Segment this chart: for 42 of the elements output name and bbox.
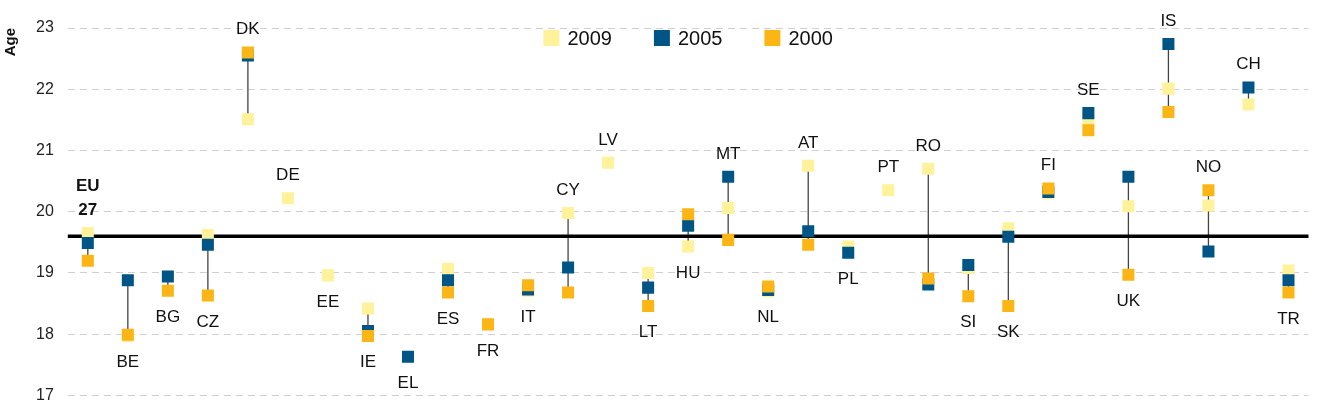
x-tick-label: IS — [1160, 10, 1177, 30]
x-tick-label: DE — [276, 165, 300, 185]
y-tick-label: 23 — [36, 18, 54, 36]
x-tick-label: TR — [1277, 308, 1300, 328]
x-tick-label: NL — [757, 307, 780, 327]
x-tick-label: CZ — [196, 311, 220, 331]
x-tick-label: FR — [476, 340, 500, 360]
x-tick-label: RO — [915, 135, 942, 155]
x-tick-label: NO — [1195, 157, 1222, 177]
x-tick-label: AT — [797, 132, 819, 152]
x-tick-label: ES — [436, 308, 460, 328]
y-tick-label: 19 — [36, 263, 54, 281]
legend-label: 2009 — [567, 26, 612, 49]
x-tick-label: PT — [877, 157, 900, 177]
x-tick-label: EE — [316, 291, 340, 311]
x-tick-label: IT — [520, 306, 536, 326]
y-tick-label: 17 — [36, 385, 54, 403]
x-tick-label: SI — [960, 312, 977, 332]
x-tick-label: BE — [116, 352, 140, 372]
x-tick-label: UK — [1116, 290, 1141, 310]
x-tick-label: HU — [675, 262, 701, 282]
x-tick-label: LV — [598, 129, 619, 149]
y-tick-label: 18 — [36, 324, 54, 342]
y-tick-label: 22 — [36, 79, 54, 97]
y-tick-label: 20 — [36, 202, 54, 220]
x-tick-label: PL — [837, 268, 859, 288]
x-tick-label: BG — [155, 306, 181, 326]
x-tick-label: EL — [397, 373, 419, 393]
x-tick-label: DK — [236, 19, 261, 39]
x-tick-label: IE — [359, 352, 376, 372]
x-tick-label: LT — [638, 322, 658, 342]
x-tick-label: MT — [715, 143, 741, 163]
legend-label: 2005 — [677, 26, 723, 49]
x-tick-label: SE — [1077, 80, 1100, 100]
x-tick-label: EU 27 — [76, 176, 100, 220]
y-tick-label: 21 — [36, 140, 54, 158]
x-tick-label: CH — [1236, 54, 1261, 74]
x-tick-label: FI — [1040, 155, 1056, 175]
legend-label: 2000 — [788, 26, 833, 49]
y-axis-title: Age — [1, 28, 19, 57]
x-tick-label: CY — [556, 179, 580, 199]
x-tick-label: SK — [996, 322, 1021, 342]
